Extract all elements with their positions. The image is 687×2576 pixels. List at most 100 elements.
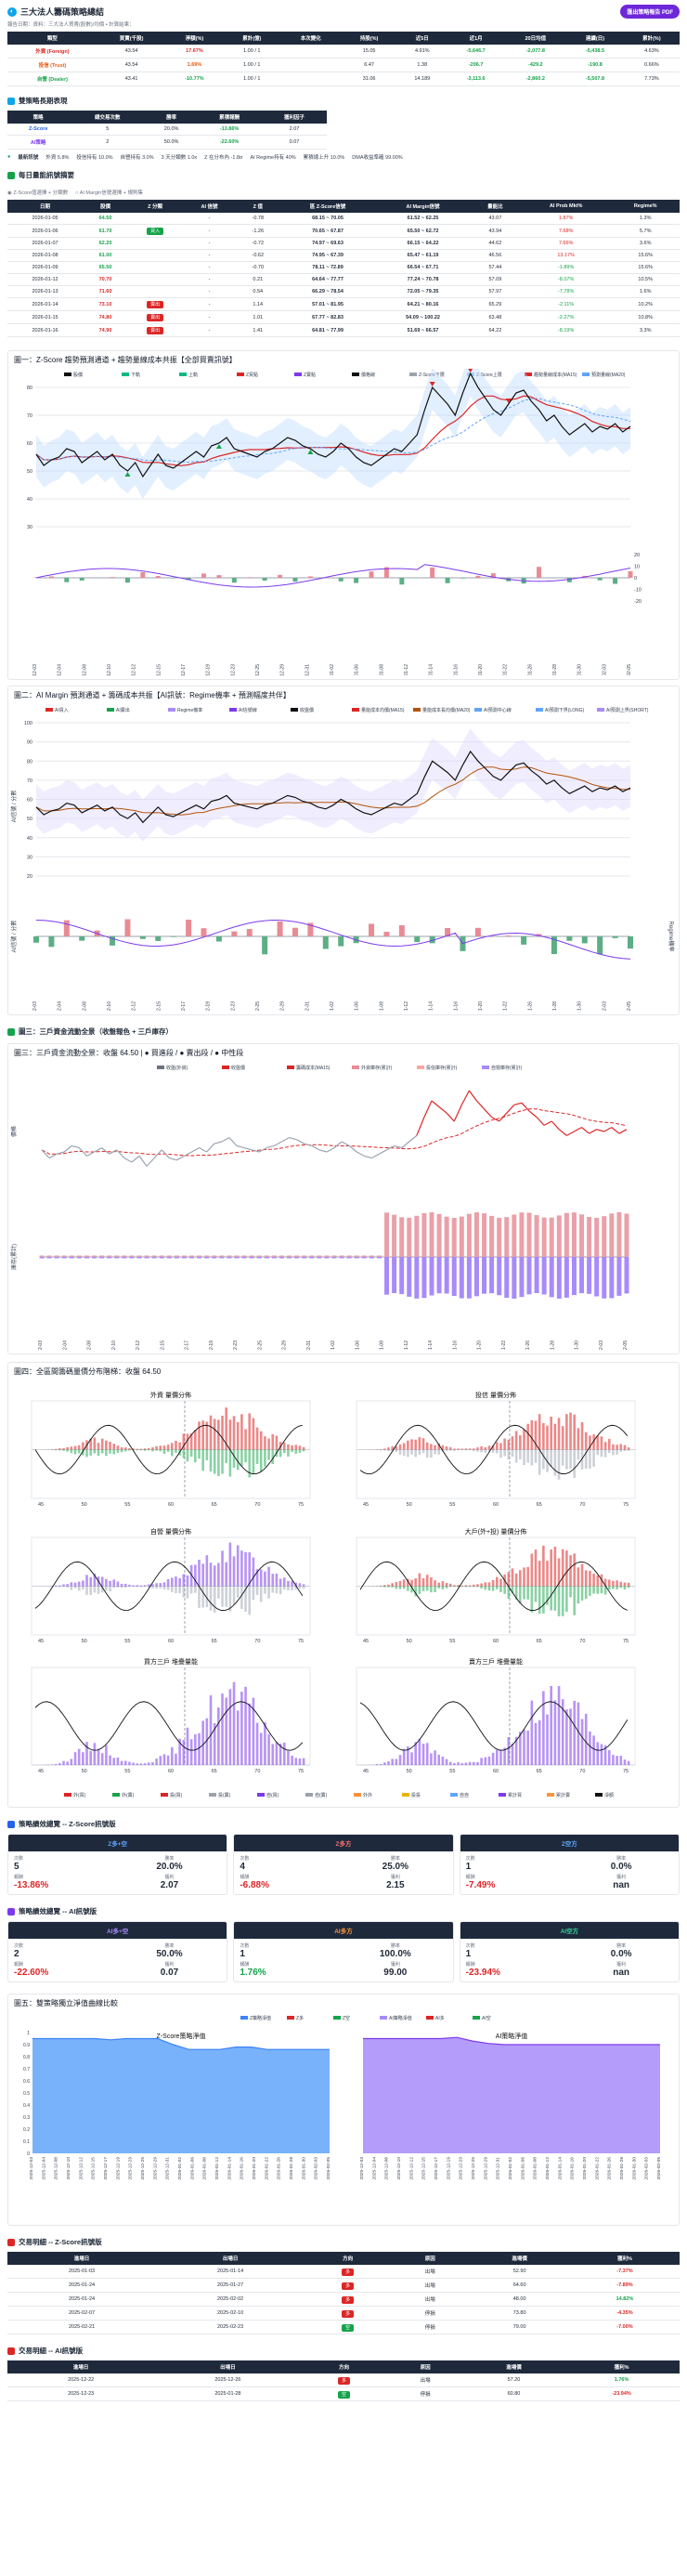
price-segment <box>153 1149 162 1159</box>
dist-bar <box>526 1566 529 1587</box>
dist-bar <box>70 1586 73 1590</box>
dist-bar <box>205 1421 209 1450</box>
dist-bar <box>553 1449 557 1476</box>
dist-bar <box>271 1449 275 1465</box>
x-tick-label: 70 <box>254 1769 260 1774</box>
price-segment <box>138 1156 148 1167</box>
dist-bar <box>132 1448 135 1450</box>
section-icon <box>7 171 15 179</box>
cell: 賣出 <box>127 323 183 337</box>
dist-bar <box>213 1419 216 1450</box>
dist-bar <box>553 1700 557 1765</box>
dist-bar <box>155 1583 158 1587</box>
date-tick-label: 2025-12-12 <box>132 664 137 675</box>
legend-swatch <box>482 1066 489 1069</box>
cell: -0.70 <box>236 261 279 274</box>
x-tick-label: 65 <box>537 1639 542 1644</box>
perf-value: 0.0% <box>610 1949 632 1959</box>
y2-tick-label: -10 <box>634 588 642 594</box>
cell: 15.6% <box>611 261 680 274</box>
dist-bar <box>112 1586 116 1589</box>
dist-bar <box>476 1586 479 1588</box>
dist-bar <box>255 1569 259 1587</box>
dist-bar <box>487 1449 491 1452</box>
perf-value: -23.94% <box>465 1968 500 1978</box>
cell: 2.07 <box>262 124 327 136</box>
dist-bar <box>259 1569 263 1587</box>
direction-badge: 多 <box>342 2282 355 2290</box>
direction-badge: 多 <box>338 2376 351 2385</box>
dist-bar <box>480 1446 483 1450</box>
date-tick-label: 2025-12-03 <box>38 1340 44 1350</box>
volume-bar <box>399 578 405 585</box>
dist-bar <box>291 1449 293 1452</box>
dist-bar <box>550 1586 552 1611</box>
perf-z-heading: 策略績效總覽 -- Z-Score訊號版 <box>0 1810 687 1834</box>
legend-swatch <box>237 373 244 376</box>
cell: 74.90 <box>83 323 128 337</box>
filter-option[interactable]: ○ AI Margin信號選擇 + 規則集 <box>75 189 143 196</box>
volume-bar <box>171 578 176 579</box>
cell: 10.8% <box>611 310 680 324</box>
inventory-bar <box>256 1255 262 1257</box>
inventory-bar <box>69 1255 74 1257</box>
dist-bar <box>627 1449 630 1451</box>
dist-bar <box>616 1449 618 1456</box>
dist-bar <box>116 1445 120 1450</box>
y-tick-label: 0.9 <box>23 2043 30 2048</box>
date-tick-label: 2026-01-28 <box>552 664 558 675</box>
dist-bar <box>46 1764 50 1765</box>
inventory-bar <box>504 1217 510 1257</box>
date-tick-label: 2026-01-16 <box>453 664 459 675</box>
dist-bar <box>54 1585 58 1587</box>
date-tick-label: 2026-02-03 <box>314 2157 319 2180</box>
price-segment <box>266 1144 275 1149</box>
price-segment <box>251 1149 260 1153</box>
legend-label: AI空 <box>482 2015 491 2021</box>
cell: 67.77 ~ 82.83 <box>279 310 377 324</box>
dist-bar <box>244 1551 247 1587</box>
price-segment <box>176 1155 185 1161</box>
cell: 0.66% <box>623 58 680 72</box>
price-segment <box>236 1144 245 1149</box>
dist-bar <box>123 1760 127 1765</box>
inventory-bar <box>609 1257 615 1299</box>
date-tick-label: 2025-12-31 <box>305 664 310 675</box>
dist-bar <box>225 1697 227 1765</box>
daily-row: 2026-01-05 64.50- -0.78 68.15 ~ 70.05 61.52 … <box>7 213 680 225</box>
dist-bar <box>519 1435 522 1450</box>
perf-card: AI多+空 次數 2 勝率 50.0% 報酬 -22.60% 獲利 0.07 <box>7 1921 228 1982</box>
filter-option[interactable]: ◉ Z-Score值選擇 + 分類數 <box>7 189 68 196</box>
cell: 70.65 ~ 67.87 <box>279 224 377 238</box>
dist-bar <box>445 1759 448 1765</box>
dist-bar <box>418 1573 421 1587</box>
dist-bar <box>209 1694 213 1765</box>
dist-bar <box>612 1586 615 1589</box>
info-item: 投信持有 10.0% <box>76 155 113 161</box>
dist-bar <box>619 1449 623 1452</box>
dist-bar <box>511 1586 514 1594</box>
cell: 64.60 <box>469 2278 570 2293</box>
legend-label: AI買入 <box>55 708 69 713</box>
dist-bar <box>569 1555 572 1587</box>
dist-bar <box>112 1444 116 1450</box>
dist-bar <box>561 1426 564 1450</box>
dist-bar <box>418 1437 421 1450</box>
inventory-bar <box>309 1257 315 1259</box>
panel-title: Z-Score策略淨值 <box>157 2032 206 2040</box>
export-pdf-button[interactable]: 匯出策略報告 PDF <box>620 5 680 19</box>
zscore-line <box>35 564 631 588</box>
dist-bar <box>120 1446 123 1450</box>
dist-bar <box>603 1745 607 1765</box>
dist-bar <box>236 1710 240 1765</box>
price-segment <box>289 1137 297 1141</box>
inventory-bar <box>564 1212 569 1257</box>
dist-bar <box>526 1586 529 1600</box>
filter-label: AI Margin信號選擇 + 規則集 <box>79 190 144 196</box>
dist-bar <box>453 1449 456 1451</box>
dist-bar <box>437 1582 441 1587</box>
dist-bar <box>105 1449 108 1457</box>
dist-bar <box>379 1448 382 1450</box>
column-header: 原因 <box>386 2360 464 2373</box>
dist-bar <box>171 1443 174 1450</box>
